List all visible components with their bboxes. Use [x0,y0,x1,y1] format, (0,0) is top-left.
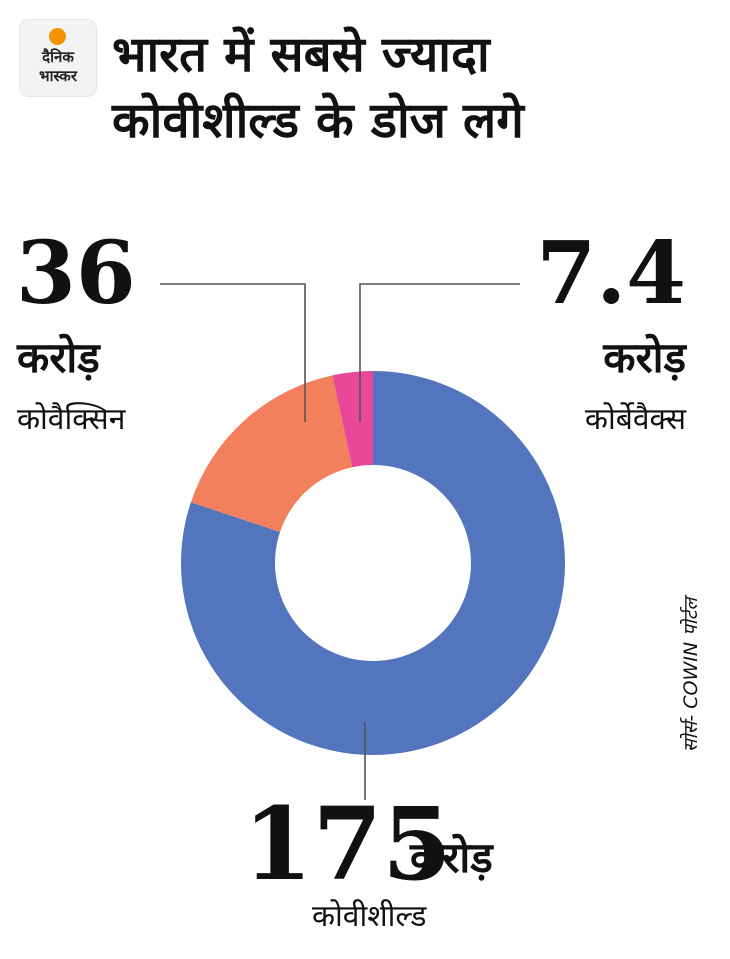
donut-slices [180,371,565,756]
covaxin-name: कोवैक्सिन [17,402,126,437]
title-line-2: कोवीशील्ड के डोज लगे [112,92,524,149]
chart-title: भारत में सबसे ज्यादा कोवीशील्ड के डोज लग… [112,22,712,154]
covishield-value: 175 [243,785,452,903]
covaxin-value: 36 [16,223,136,324]
sun-icon [49,28,66,45]
brand-line-1: दैनिक [42,48,74,66]
covishield-name: कोवीशील्ड [312,899,427,934]
slice-corbevax [332,371,373,468]
covishield-unit: करोड़ [410,833,493,882]
covaxin-unit: करोड़ [17,333,100,382]
slice-covishield [180,371,565,756]
corbevax-name: कोर्बेवैक्स [584,402,686,437]
brand-line-2: भास्कर [39,67,77,85]
source-note: सोर्स- COWIN पोर्टल [680,597,702,753]
brand-logo: दैनिक भास्कर [19,19,97,97]
leader-lines [160,283,520,800]
slice-covaxin [190,375,353,532]
leader-line-covaxin [160,283,306,422]
corbevax-value: 7.4 [536,223,686,324]
title-line-1: भारत में सबसे ज्यादा [112,26,490,83]
leader-line-corbevax [359,283,520,422]
corbevax-unit: करोड़ [603,333,686,382]
